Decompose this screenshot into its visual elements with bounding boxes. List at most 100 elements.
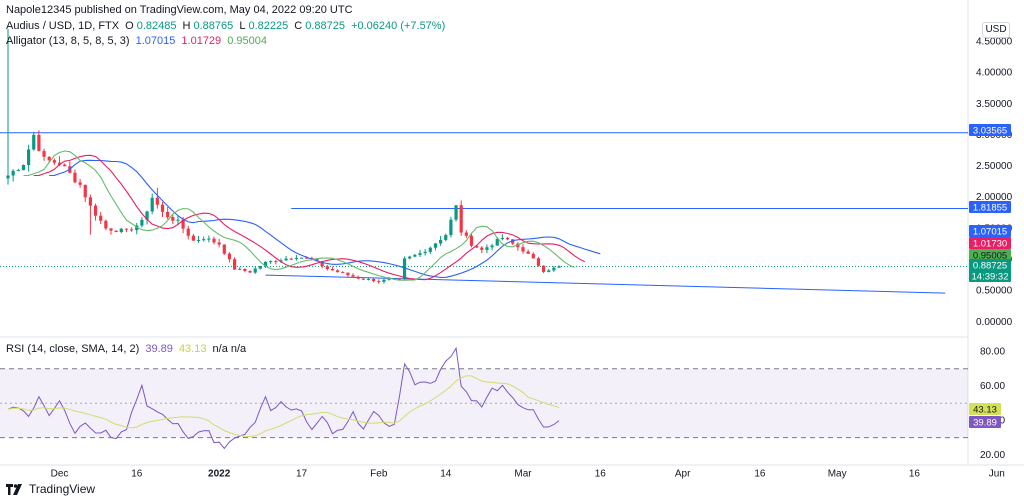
price-label-bg-0 [969, 124, 1011, 136]
candle-body [155, 197, 159, 205]
price-label-bg-1 [969, 201, 1011, 213]
time-tick-label-11: 16 [909, 468, 921, 479]
candle-body [196, 239, 201, 241]
rsi-axis-label-0: 43.13 [973, 405, 997, 416]
candle-body [57, 162, 62, 165]
footer-brand[interactable]: TradingView [6, 482, 95, 496]
candle-body [202, 239, 206, 241]
rsi-tick-label-2: 60.00 [980, 381, 1005, 392]
candle-body [382, 279, 386, 282]
candle-body [387, 278, 391, 280]
price-label-bg-4 [969, 249, 1011, 261]
open-label: O [125, 20, 134, 32]
candle-body [310, 257, 314, 260]
candle-body [536, 258, 541, 266]
candle-body [135, 225, 139, 231]
candle-body [32, 134, 36, 150]
candle-body [557, 266, 561, 268]
candle-body [238, 268, 242, 270]
currency-button[interactable]: USD [982, 22, 1010, 38]
price-label-3: 1.01730 [973, 239, 1007, 250]
candle-body [6, 175, 10, 179]
candle-body [511, 239, 515, 244]
candle-body [27, 149, 31, 166]
candle-body [490, 245, 494, 248]
candle-body [325, 266, 329, 270]
price-label-bg-6 [969, 270, 1011, 282]
time-tick-label-3: 17 [296, 468, 308, 479]
rsi-label-bg-0 [969, 403, 1001, 415]
candle-body [99, 215, 103, 221]
candle-body [104, 220, 108, 229]
price-tick-label-7: 3.50000 [976, 99, 1013, 110]
candle-body [124, 228, 129, 230]
price-label-bg-5 [969, 259, 1011, 271]
candle-body [52, 160, 56, 163]
candle-body [63, 164, 67, 167]
candle-body [372, 278, 376, 282]
rsi-extra: n/a n/a [212, 343, 247, 355]
candle-body [531, 253, 535, 259]
time-tick-label-6: Mar [514, 468, 532, 479]
candle-body [505, 237, 510, 240]
candle-body [166, 211, 170, 218]
candle-body [294, 257, 298, 259]
candle-body [480, 247, 484, 250]
rsi-axis-label-1: 39.89 [973, 418, 997, 429]
tradingview-logo-icon [6, 483, 22, 495]
rsi-line [7, 346, 560, 450]
time-tick-label-2: 2022 [208, 468, 231, 479]
candle-body [351, 275, 355, 277]
candle-body [258, 266, 262, 269]
close-label: C [294, 20, 303, 32]
candle-body [547, 270, 551, 272]
candle-body [361, 278, 365, 280]
low-label: L [239, 20, 246, 32]
candle-body [449, 219, 453, 236]
rsi-ma-value: 43.13 [178, 343, 207, 355]
alligator-label: Alligator (13, 8, 5, 8, 5, 3) [6, 35, 130, 47]
price-label-4: 0.95005 [973, 251, 1007, 262]
candle-body [315, 259, 319, 262]
rsi-value: 39.89 [145, 343, 173, 355]
candle-body [346, 272, 350, 276]
candle-body [444, 235, 448, 240]
rsi-legend: RSI (14, close, SMA, 14, 2) 39.89 43.13 … [6, 343, 249, 355]
candle-body [21, 165, 26, 171]
time-tick-label-12: Jun [989, 468, 1005, 479]
candle-body [485, 247, 489, 250]
price-tick-label-0: 0.00000 [976, 317, 1013, 328]
price-tick-label-8: 4.00000 [976, 68, 1013, 79]
time-tick-label-8: Apr [675, 468, 691, 479]
symbol-name: Audius / USD, 1D, FTX [6, 20, 120, 32]
price-label-bg-3 [969, 237, 1011, 249]
price-tick-label-4: 2.00000 [976, 192, 1013, 203]
time-tick-label-0: Dec [51, 468, 69, 479]
candle-body [42, 151, 46, 157]
candle-body [433, 243, 438, 248]
open-value: 0.82485 [136, 20, 177, 32]
candle-body [114, 230, 118, 232]
candle-body [552, 267, 556, 271]
candle-body [423, 251, 427, 254]
time-tick-label-4: Feb [370, 468, 388, 479]
published-note: Napole12345 published on TradingView.com… [6, 4, 353, 16]
candle-body [305, 257, 309, 259]
candle-body [336, 270, 340, 273]
time-tick-label-5: 14 [440, 468, 452, 479]
symbol-legend: Audius / USD, 1D, FTX O 0.82485 H 0.88765 … [6, 20, 448, 32]
candle-body [11, 170, 15, 176]
candle-body [150, 197, 154, 212]
price-tick-label-9: 4.50000 [976, 37, 1013, 48]
high-value: 0.88765 [193, 20, 234, 32]
candle-body [191, 235, 195, 241]
price-tick-label-1: 0.50000 [976, 286, 1013, 297]
alligator-lips-value: 0.95004 [227, 35, 267, 47]
time-tick-label-1: 16 [131, 468, 143, 479]
alligator-jaw-value: 1.07015 [135, 35, 176, 47]
candle-body [217, 242, 221, 245]
candle-body [207, 238, 211, 240]
candle-body [269, 261, 273, 263]
